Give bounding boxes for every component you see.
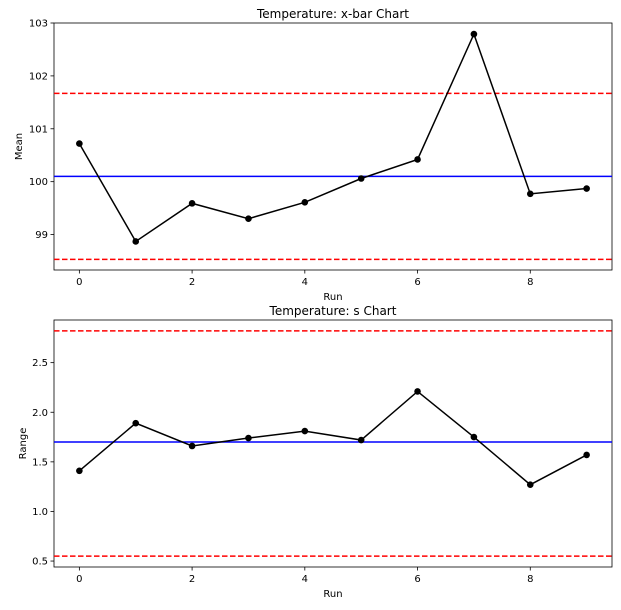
y-tick-label: 101 bbox=[29, 124, 48, 135]
data-point bbox=[414, 388, 421, 395]
data-point bbox=[188, 442, 196, 450]
y-tick-label: 2.0 bbox=[32, 408, 48, 419]
x-tick-label: 8 bbox=[527, 277, 533, 288]
x-axis-label: Run bbox=[323, 292, 342, 303]
data-point bbox=[76, 140, 83, 147]
x-tick-label: 4 bbox=[302, 277, 308, 288]
x-tick-label: 8 bbox=[527, 574, 533, 585]
y-tick-label: 1.0 bbox=[32, 507, 48, 518]
data-point bbox=[76, 467, 83, 475]
data-point bbox=[245, 434, 252, 442]
data-point bbox=[188, 200, 196, 207]
x-tick-label: 6 bbox=[414, 277, 420, 288]
y-tick-label: 2.5 bbox=[32, 358, 48, 369]
data-point bbox=[583, 185, 590, 192]
plot-frame bbox=[53, 319, 613, 568]
data-point bbox=[470, 30, 478, 38]
data-point bbox=[414, 156, 421, 163]
data-point bbox=[301, 198, 309, 206]
data-point bbox=[245, 215, 252, 222]
y-tick-label: 0.5 bbox=[32, 557, 48, 568]
data-point bbox=[357, 436, 365, 444]
y-axis-label: Range bbox=[18, 428, 29, 460]
y-tick-label: 100 bbox=[29, 177, 48, 188]
y-tick-label: 99 bbox=[35, 230, 48, 241]
chart-title: Temperature: x-bar Chart bbox=[256, 7, 409, 21]
y-tick-label: 103 bbox=[29, 19, 48, 30]
x-tick-label: 4 bbox=[302, 574, 308, 585]
y-tick-label: 102 bbox=[29, 71, 48, 82]
x-tick-label: 2 bbox=[189, 574, 195, 585]
s-chart: Temperature: s Chart 0 2 4 6 8 0.5 1.0 1.5 2.0 2.5… bbox=[18, 304, 613, 600]
x-tick-label: 2 bbox=[189, 277, 195, 288]
data-point bbox=[526, 190, 534, 198]
x-tick-label: 0 bbox=[76, 574, 82, 585]
y-axis-label: Mean bbox=[14, 133, 25, 160]
xbar-chart: Temperature: x-bar Chart 0 2 4 6 8 99 100 101 102… bbox=[14, 7, 613, 303]
x-tick-label: 0 bbox=[76, 277, 82, 288]
x-axis-label: Run bbox=[323, 589, 342, 600]
y-tick-label: 1.5 bbox=[32, 457, 48, 468]
chart-title: Temperature: s Chart bbox=[269, 304, 397, 318]
data-point bbox=[583, 451, 590, 459]
data-point bbox=[132, 419, 140, 427]
data-point bbox=[301, 427, 309, 435]
data-point bbox=[526, 481, 534, 488]
data-point bbox=[470, 433, 478, 441]
data-point bbox=[357, 175, 365, 182]
plot-frame bbox=[53, 22, 613, 271]
series-line bbox=[78, 32, 587, 243]
x-tick-label: 6 bbox=[414, 574, 420, 585]
data-point bbox=[132, 238, 140, 245]
series-line bbox=[78, 390, 587, 486]
